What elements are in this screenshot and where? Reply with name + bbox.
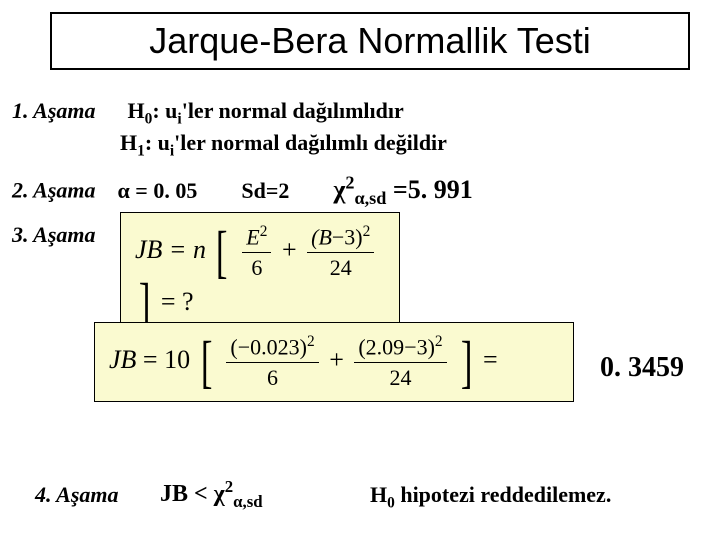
f2-den2: 24 <box>354 363 446 391</box>
h0-prefix: H <box>128 98 145 123</box>
h1-prefix: H <box>120 130 137 155</box>
chi-sym: χ <box>333 175 345 204</box>
sd-text: Sd=2 <box>241 178 289 203</box>
bracket-open-icon: [ <box>200 339 212 385</box>
ineq-sub: α,sd <box>233 492 262 511</box>
f1-eq: = <box>169 235 187 264</box>
alpha-text: α = 0. 05 <box>118 178 198 203</box>
f1-frac1: E2 6 <box>242 223 271 281</box>
f2-frac2: (2.09−3)2 24 <box>354 333 446 391</box>
f2-eq: = <box>143 345 158 374</box>
h1-line: H1: ui'ler normal dağılımlı değildir <box>120 130 447 160</box>
f2-n: 10 <box>164 345 190 374</box>
f2-den1: 6 <box>226 363 318 391</box>
f2-frac1: (−0.023)2 6 <box>226 333 318 391</box>
bracket-close-icon: ] <box>139 281 151 327</box>
f1-rhs: = ? <box>161 288 194 317</box>
f2-num1-sup: 2 <box>307 333 315 350</box>
formula-1: JB = n [ E2 6 + (B−3)2 24 ] = ? <box>120 212 400 339</box>
result-value: 0. 3459 <box>600 352 684 384</box>
h0-line: H0: ui'ler normal dağılımlıdır <box>128 98 404 123</box>
ineq-lhs: JB < χ <box>160 481 225 507</box>
formula-2: JB = 10 [ (−0.023)2 6 + (2.09−3)2 24 ] = <box>94 322 574 402</box>
f1-plus: + <box>282 235 297 264</box>
step2-row: 2. Aşama α = 0. 05 Sd=2 χ2α,sd =5. 991 <box>12 172 473 209</box>
step2-label: 2. Aşama <box>12 178 96 203</box>
step4-label: 4. Aşama <box>35 482 119 507</box>
page-title: Jarque-Bera Normallik Testi <box>149 20 591 61</box>
f1-num2b: −3) <box>332 224 363 249</box>
step4-conclusion: H0 hipotezi reddedilemez. <box>370 482 611 512</box>
bracket-close-icon: ] <box>461 339 473 385</box>
f1-den2: 24 <box>307 253 374 281</box>
title-box: Jarque-Bera Normallik Testi <box>50 12 690 70</box>
f1-lhs: JB <box>135 235 162 264</box>
f1-num1-sup: 2 <box>260 223 268 240</box>
step1-row: 1. Aşama H0: ui'ler normal dağılımlıdır <box>12 98 404 128</box>
f1-num2a: (B <box>311 224 332 249</box>
f2-plus: + <box>329 345 344 374</box>
concl-rest: hipotezi reddedilemez. <box>395 482 612 507</box>
concl-prefix: H <box>370 482 387 507</box>
f2-lhs: JB <box>109 345 136 374</box>
chi-sub: α,sd <box>354 188 386 208</box>
ineq-sup: 2 <box>225 477 233 496</box>
step1-label: 1. Aşama <box>12 98 96 123</box>
f1-num1: E <box>246 224 259 249</box>
chi-text: χ2α,sd =5. 991 <box>333 175 472 204</box>
f2-rhs: = <box>483 345 498 374</box>
h1-text: : u <box>145 130 170 155</box>
h1-rest: 'ler normal dağılımlı değildir <box>174 130 447 155</box>
f1-den1: 6 <box>242 253 271 281</box>
f1-frac2: (B−3)2 24 <box>307 223 374 281</box>
h0-text: : u <box>152 98 177 123</box>
step3-row: 3. Aşama <box>12 222 96 248</box>
bracket-open-icon: [ <box>216 229 228 275</box>
f2-num1: (−0.023) <box>230 334 307 359</box>
f1-n: n <box>193 235 206 264</box>
concl-sub: 0 <box>387 494 395 511</box>
h1-sub: 1 <box>137 142 145 159</box>
f2-num2-sup: 2 <box>435 333 443 350</box>
f2-num2a: (2.09 <box>358 334 404 359</box>
f1-num2-sup: 2 <box>363 223 371 240</box>
step4-row: 4. Aşama <box>35 482 119 508</box>
chi-val: =5. 991 <box>393 175 473 204</box>
step3-label: 3. Aşama <box>12 222 96 247</box>
h0-rest: 'ler normal dağılımlıdır <box>182 98 404 123</box>
step4-inequality: JB < χ2α,sd <box>160 477 263 512</box>
f2-num2b: −3) <box>404 334 435 359</box>
